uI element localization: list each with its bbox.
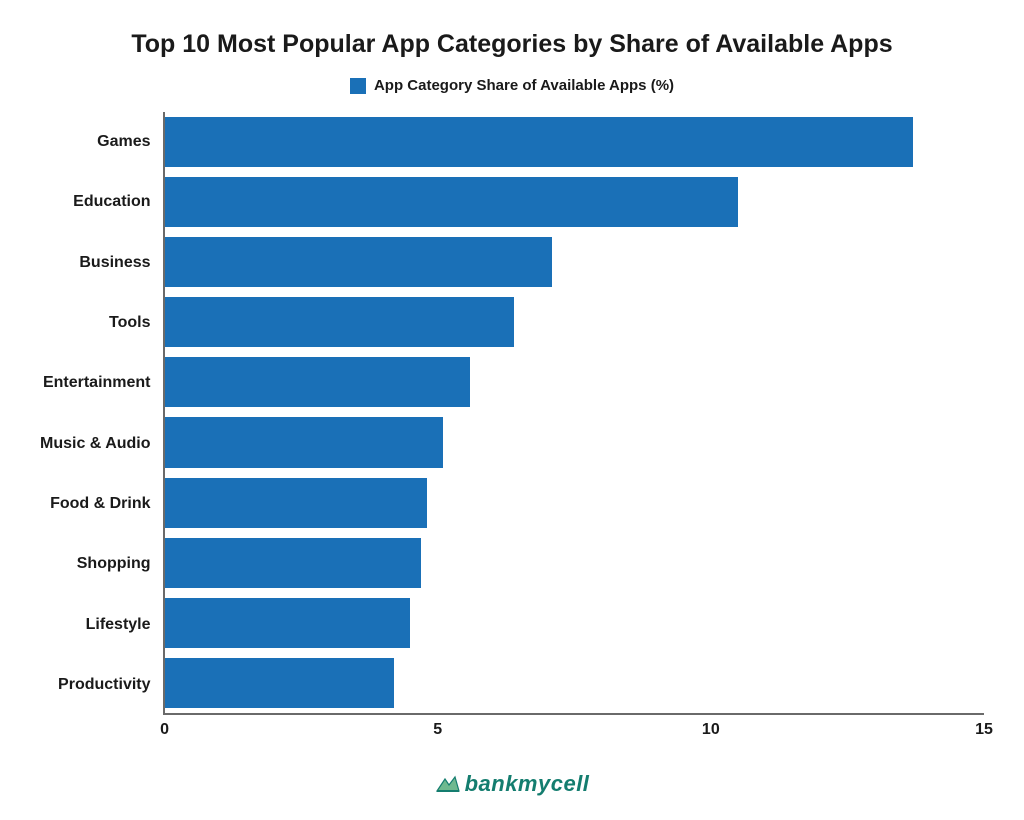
bar (165, 658, 394, 708)
y-axis-label: Lifestyle (40, 616, 151, 634)
legend: App Category Share of Available Apps (%) (40, 77, 984, 94)
x-axis-tick: 5 (433, 721, 442, 739)
bar (165, 357, 471, 407)
bar (165, 478, 427, 528)
y-axis-labels: Games Education Business Tools Entertainment… (40, 112, 163, 715)
bar-row (165, 536, 984, 590)
x-axis-spacer (40, 721, 165, 749)
bar-row (165, 415, 984, 469)
y-axis-label: Productivity (40, 676, 151, 694)
bar-row (165, 235, 984, 289)
bar-row (165, 596, 984, 650)
footer: bankmycell (40, 771, 984, 800)
x-axis-tick: 15 (975, 721, 993, 739)
x-axis: 051015 (40, 721, 984, 749)
bars-region (163, 112, 984, 715)
legend-label: App Category Share of Available Apps (%) (374, 77, 674, 94)
y-axis-label: Tools (40, 314, 151, 332)
y-axis-label: Shopping (40, 555, 151, 573)
chart-area: Games Education Business Tools Entertainment… (40, 112, 984, 749)
x-axis-ticks: 051015 (165, 721, 984, 749)
y-axis-label: Games (40, 133, 151, 151)
bar (165, 297, 515, 347)
brand-text: bankmycell (465, 771, 590, 797)
y-axis-label: Music & Audio (40, 435, 151, 453)
brand-icon (435, 773, 461, 795)
legend-swatch (350, 78, 366, 94)
bar-row (165, 115, 984, 169)
bar (165, 598, 411, 648)
bar (165, 417, 444, 467)
chart-container: Top 10 Most Popular App Categories by Sh… (0, 0, 1024, 820)
bar-row (165, 355, 984, 409)
x-axis-tick: 0 (160, 721, 169, 739)
bar-row (165, 476, 984, 530)
y-axis-label: Business (40, 254, 151, 272)
brand-logo: bankmycell (435, 771, 590, 797)
bar (165, 237, 553, 287)
bar (165, 538, 422, 588)
bar (165, 117, 913, 167)
y-axis-label: Education (40, 193, 151, 211)
bar-row (165, 175, 984, 229)
y-axis-label: Entertainment (40, 374, 151, 392)
bar (165, 177, 739, 227)
chart-title: Top 10 Most Popular App Categories by Sh… (40, 30, 984, 59)
bar-row (165, 295, 984, 349)
plot: Games Education Business Tools Entertainment… (40, 112, 984, 715)
x-axis-tick: 10 (702, 721, 720, 739)
y-axis-label: Food & Drink (40, 495, 151, 513)
bar-row (165, 656, 984, 710)
